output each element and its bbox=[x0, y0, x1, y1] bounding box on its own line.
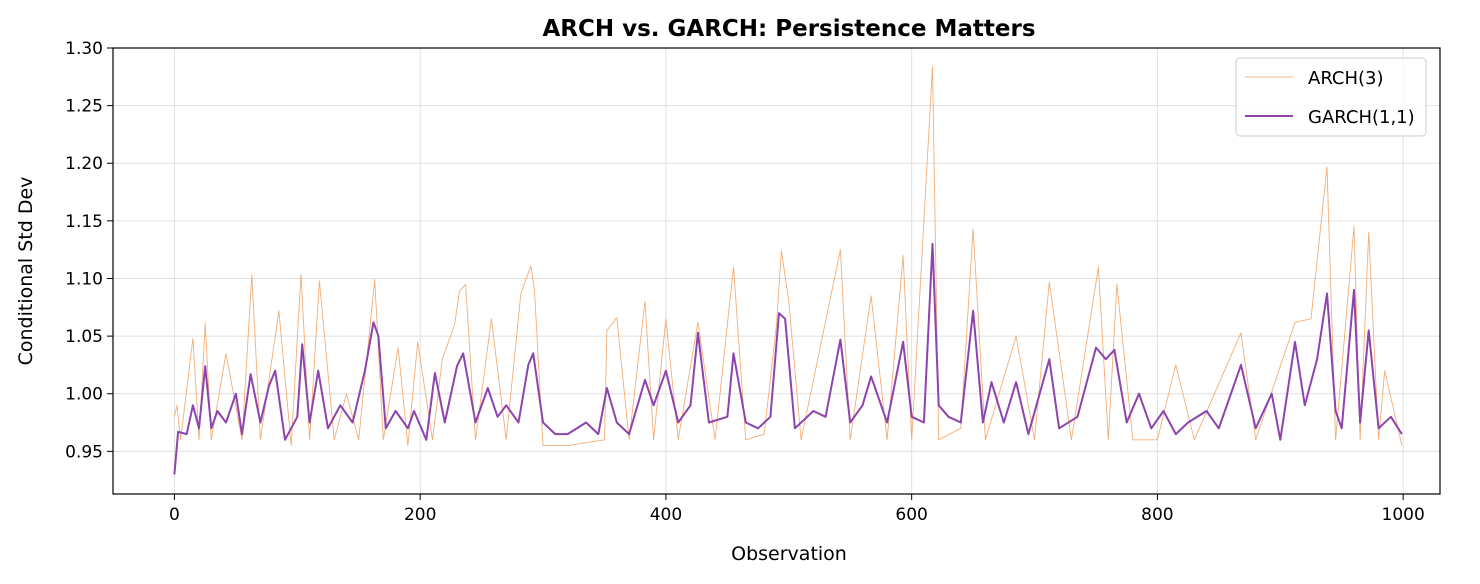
y-tick-label: 1.20 bbox=[65, 154, 103, 174]
series-line-arch bbox=[173, 65, 1403, 447]
y-tick-label: 1.15 bbox=[65, 212, 103, 232]
x-tick-label: 1000 bbox=[1382, 505, 1425, 525]
x-tick-label: 800 bbox=[1141, 505, 1173, 525]
y-tick-label: 1.25 bbox=[65, 97, 103, 117]
axis-ticks: 0 200 400 600 800 1000 0.95 1.00 1.05 1.10 1.15 1.2… bbox=[65, 39, 1425, 525]
y-tick-label: 1.10 bbox=[65, 269, 103, 289]
series-line-garch bbox=[173, 242, 1403, 475]
plot-frame bbox=[112, 47, 1441, 495]
y-tick-label: 1.30 bbox=[65, 39, 103, 59]
x-axis-label: Observation bbox=[731, 543, 847, 565]
x-tick-label: 200 bbox=[404, 505, 436, 525]
y-axis-label: Conditional Std Dev bbox=[15, 177, 37, 366]
y-tick-label: 0.95 bbox=[65, 442, 103, 462]
x-tick-label: 400 bbox=[650, 505, 682, 525]
legend-label-garch: GARCH(1,1) bbox=[1308, 107, 1415, 128]
y-tick-label: 1.05 bbox=[65, 327, 103, 347]
chart-title: ARCH vs. GARCH: Persistence Matters bbox=[542, 16, 1035, 42]
x-tick-label: 0 bbox=[169, 505, 180, 525]
legend: ARCH(3) GARCH(1,1) bbox=[1235, 57, 1427, 137]
y-tick-label: 1.00 bbox=[65, 385, 103, 405]
x-tick-label: 600 bbox=[895, 505, 927, 525]
legend-label-arch: ARCH(3) bbox=[1308, 68, 1384, 89]
series-lines bbox=[173, 65, 1403, 475]
